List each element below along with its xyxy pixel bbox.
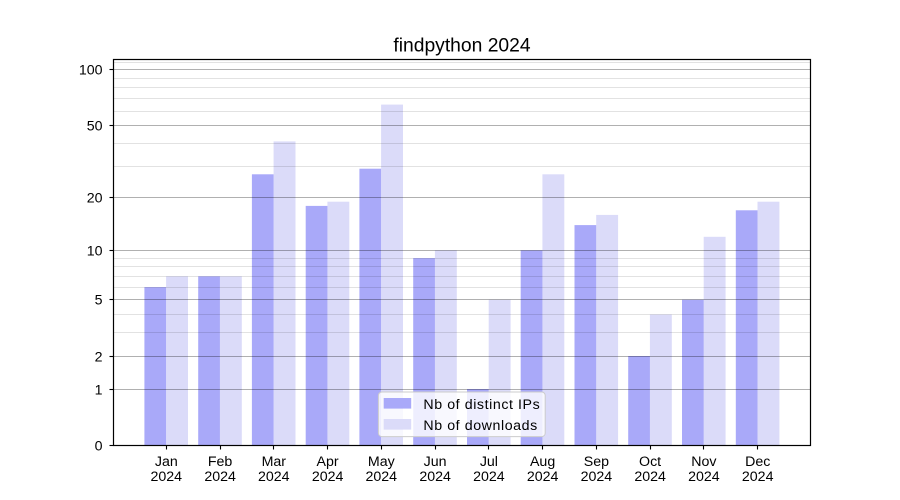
svg-text:Mar: Mar — [262, 454, 287, 470]
svg-text:2024: 2024 — [419, 469, 451, 485]
svg-text:May: May — [368, 454, 396, 470]
svg-text:2024: 2024 — [151, 469, 183, 485]
svg-text:1: 1 — [95, 382, 103, 398]
svg-text:2024: 2024 — [634, 469, 666, 485]
svg-text:2024: 2024 — [473, 469, 505, 485]
svg-text:Feb: Feb — [208, 454, 233, 470]
svg-text:Sep: Sep — [584, 454, 609, 470]
svg-text:Apr: Apr — [317, 454, 339, 470]
svg-text:2024: 2024 — [688, 469, 720, 485]
svg-text:Jul: Jul — [480, 454, 498, 470]
svg-text:Jun: Jun — [424, 454, 447, 470]
svg-text:2024: 2024 — [581, 469, 613, 485]
svg-text:2024: 2024 — [258, 469, 290, 485]
svg-text:100: 100 — [79, 62, 103, 78]
svg-text:Nb of downloads: Nb of downloads — [423, 418, 537, 434]
svg-text:Jan: Jan — [155, 454, 178, 470]
svg-text:2024: 2024 — [742, 469, 774, 485]
svg-text:2024: 2024 — [204, 469, 236, 485]
svg-text:0: 0 — [95, 438, 103, 454]
svg-text:Oct: Oct — [639, 454, 661, 470]
svg-text:findpython 2024: findpython 2024 — [393, 36, 531, 57]
svg-text:5: 5 — [95, 292, 103, 308]
svg-text:Nb of distinct IPs: Nb of distinct IPs — [423, 397, 540, 413]
svg-text:Aug: Aug — [530, 454, 555, 470]
svg-text:20: 20 — [87, 190, 103, 206]
svg-text:2024: 2024 — [366, 469, 398, 485]
svg-text:Nov: Nov — [691, 454, 717, 470]
svg-text:2024: 2024 — [312, 469, 344, 485]
svg-text:50: 50 — [87, 118, 103, 134]
svg-text:2: 2 — [95, 349, 103, 365]
svg-text:2024: 2024 — [527, 469, 559, 485]
svg-text:10: 10 — [87, 243, 103, 259]
svg-text:Dec: Dec — [745, 454, 770, 470]
